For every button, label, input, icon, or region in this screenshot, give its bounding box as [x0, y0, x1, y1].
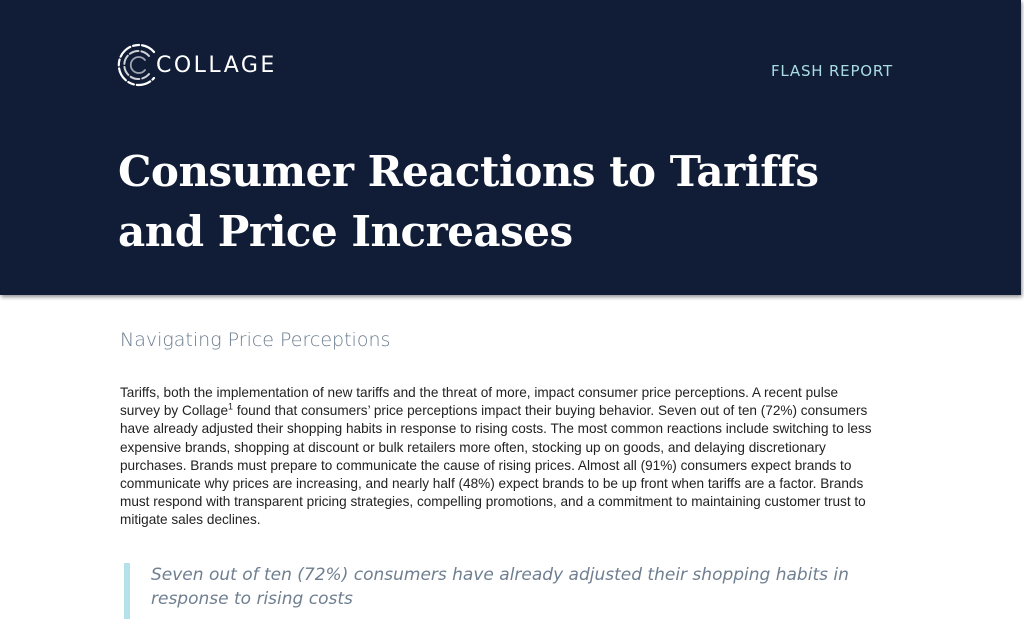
- paragraph-line: survey by Collage1 found that consumers’…: [120, 402, 872, 420]
- pull-quote-line: Seven out of ten (72%) consumers have al…: [151, 565, 849, 585]
- paragraph-line: Tariffs, both the implementation of new …: [120, 385, 839, 400]
- paragraph-line: must respond with transparent pricing st…: [120, 494, 866, 510]
- title-line: and Price Increases: [118, 207, 573, 256]
- report-header: COLLAGE FLASH REPORT Consumer Reactions …: [0, 0, 1021, 295]
- paragraph-line: communicate why prices are increasing, a…: [120, 476, 864, 492]
- pull-quote: Seven out of ten (72%) consumers have al…: [124, 563, 849, 619]
- collage-logo: COLLAGE: [116, 42, 277, 88]
- logo-text: COLLAGE: [156, 52, 277, 78]
- pull-quote-line: response to rising costs: [151, 589, 353, 609]
- section-heading: Navigating Price Perceptions: [120, 329, 391, 351]
- paragraph-line: expensive brands, shopping at discount o…: [120, 439, 826, 455]
- collage-logo-icon: [117, 43, 156, 87]
- footnote-ref[interactable]: 1: [228, 401, 234, 412]
- text: survey by Collage: [120, 403, 229, 419]
- flash-report-label: FLASH REPORT: [770, 62, 893, 80]
- paragraph-line: mitigate sales declines.: [120, 512, 261, 528]
- paragraph-line: purchases. Brands must prepare to commun…: [120, 457, 852, 473]
- page-title: Consumer Reactions to Tariffs and Price …: [118, 142, 819, 262]
- paragraph-line: have already adjusted their shopping hab…: [120, 421, 872, 437]
- text: found that consumers’ price perceptions …: [233, 403, 868, 419]
- body-paragraph: Tariffs, both the implementation of new …: [120, 384, 872, 530]
- title-line: Consumer Reactions to Tariffs: [118, 147, 819, 196]
